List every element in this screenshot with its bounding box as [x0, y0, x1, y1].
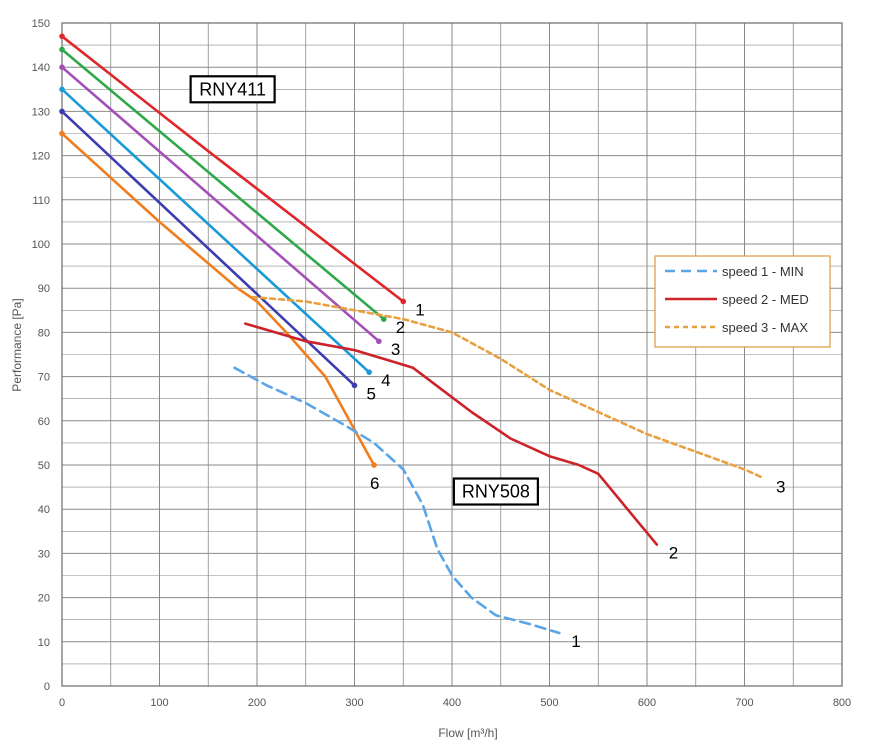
- curve-label-rny411-2: 2: [396, 318, 405, 337]
- curve-label-rny508-2: 2: [669, 544, 678, 563]
- series-line-rny411-4: [60, 88, 371, 374]
- curve-label-rny508-3: 3: [776, 477, 785, 496]
- series-line-rny411-5: [60, 110, 356, 387]
- model-label-text: RNY411: [199, 79, 266, 99]
- series-start-point: [59, 33, 65, 40]
- y-tick-label: 150: [32, 18, 50, 30]
- series-line-rny508-3: [250, 295, 766, 480]
- curve-label-rny508-1: 1: [571, 632, 580, 651]
- y-tick-label: 20: [38, 593, 50, 605]
- y-tick-label: 80: [38, 327, 50, 339]
- y-tick-label: 0: [44, 681, 50, 693]
- series-line-rny411-1: [60, 35, 405, 303]
- curve-label-rny411-4: 4: [381, 371, 390, 390]
- series-start-point: [59, 130, 65, 137]
- series-end-point: [400, 298, 407, 305]
- y-tick-label: 50: [38, 460, 50, 472]
- series-end-point: [366, 369, 372, 375]
- series-lines: [59, 33, 766, 635]
- y-tick-label: 10: [38, 637, 50, 649]
- model-labels: RNY411 RNY508: [189, 75, 539, 506]
- y-tick-label: 40: [38, 504, 50, 516]
- x-tick-label: 300: [345, 697, 363, 709]
- x-tick-label: 100: [150, 697, 168, 709]
- series-line-rny508-2: [244, 322, 659, 546]
- series-end-point: [376, 338, 382, 345]
- series-start-point: [59, 108, 65, 115]
- y-tick-label: 90: [38, 283, 50, 295]
- y-tick-label: 140: [32, 62, 50, 74]
- series-end-point: [380, 316, 387, 322]
- curve-label-rny411-3: 3: [391, 340, 400, 359]
- series-line-rny508-1: [233, 366, 561, 635]
- model-label-box: [189, 75, 276, 104]
- series-line-rny411-3: [60, 65, 381, 343]
- series-line-rny411-2: [60, 48, 386, 321]
- grid: [61, 22, 843, 687]
- curve-label-rny411-6: 6: [370, 474, 379, 493]
- series-start-point: [59, 64, 65, 70]
- y-tick-label: 60: [38, 416, 50, 428]
- x-tick-label: 500: [540, 697, 558, 709]
- y-tick-label: 100: [32, 239, 50, 251]
- series-end-point: [351, 382, 358, 389]
- y-tick-label: 70: [38, 372, 50, 384]
- x-tick-label: 400: [443, 697, 461, 709]
- x-tick-label: 700: [735, 697, 753, 709]
- model-label-box: [452, 477, 539, 506]
- y-tick-label: 110: [32, 195, 50, 207]
- curve-label-rny411-5: 5: [367, 384, 376, 403]
- legend: speed 1 - MIN speed 2 - MED speed 3 - MAX: [654, 255, 831, 348]
- y-tick-label: 30: [38, 548, 50, 560]
- x-tick-label: 200: [248, 697, 266, 709]
- series-line-rny411-6: [60, 132, 376, 467]
- y-tick-label: 120: [32, 151, 50, 163]
- y-axis-title: Performance [Pa]: [10, 298, 24, 391]
- series-start-point: [59, 86, 65, 93]
- x-tick-label: 0: [59, 697, 65, 709]
- series-start-point: [59, 46, 65, 53]
- axes: 0 100 200 300 400 500 600 700 800 0 10 20 30 40 50 60 70…: [32, 18, 852, 709]
- legend-entry: speed 2 - MED: [722, 292, 809, 307]
- x-tick-label: 600: [638, 697, 656, 709]
- x-axis-title: Flow [m³/h]: [438, 726, 497, 740]
- model-label-text: RNY508: [462, 482, 530, 502]
- series-end-point: [371, 462, 377, 468]
- legend-entry: speed 1 - MIN: [722, 264, 804, 279]
- curve-label-rny411-1: 1: [415, 300, 424, 319]
- legend-entry: speed 3 - MAX: [722, 320, 808, 335]
- plot-frame: [61, 22, 843, 687]
- x-tick-label: 800: [833, 697, 851, 709]
- y-tick-label: 130: [32, 106, 50, 118]
